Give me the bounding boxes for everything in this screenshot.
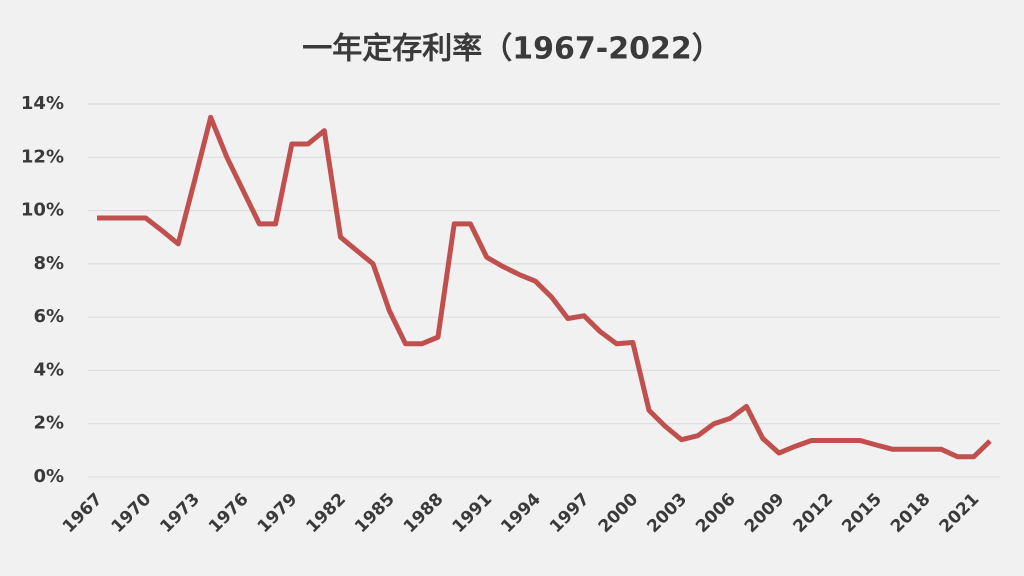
y-tick-label: 10% xyxy=(21,200,64,221)
y-tick-label: 4% xyxy=(33,359,64,380)
y-tick-label: 6% xyxy=(33,306,64,327)
line xyxy=(97,114,992,460)
y-tick-label: 12% xyxy=(21,146,64,167)
y-tick-label: 2% xyxy=(33,413,64,434)
chart-title: 一年定存利率（1967-2022） xyxy=(302,32,721,67)
y-tick-label: 8% xyxy=(33,253,64,274)
y-tick-label: 14% xyxy=(21,93,64,114)
y-tick-label: 0% xyxy=(33,466,64,487)
